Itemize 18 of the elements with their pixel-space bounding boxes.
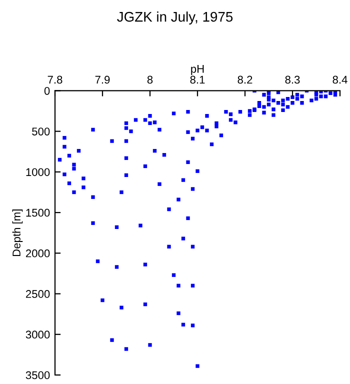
y-tick-label: 1000 xyxy=(26,168,50,176)
x-axis-title: pH xyxy=(191,65,204,76)
y-tick-label: 3500 xyxy=(26,371,50,380)
y-tick-label: 500 xyxy=(32,128,50,136)
y-tick-label: 3000 xyxy=(26,330,50,339)
x-tick-label: 8.3 xyxy=(285,76,300,84)
y-axis-title: Depth [m] xyxy=(12,210,23,256)
y-tick-label: 0 xyxy=(44,86,50,95)
x-tick-label: 8 xyxy=(147,76,153,84)
x-tick-label: 8.1 xyxy=(190,76,205,84)
x-tick-label: 7.8 xyxy=(48,76,62,84)
x-tick-label: 8.4 xyxy=(332,76,348,84)
x-tick-label: 7.9 xyxy=(95,76,110,84)
y-tick-label: 2500 xyxy=(26,290,50,298)
y-tick-label: 2000 xyxy=(26,249,50,258)
y-tick-label: 1500 xyxy=(26,208,50,217)
chart-title: JGZK in July, 1975 xyxy=(117,12,233,24)
x-tick-label: 8.2 xyxy=(238,76,252,84)
